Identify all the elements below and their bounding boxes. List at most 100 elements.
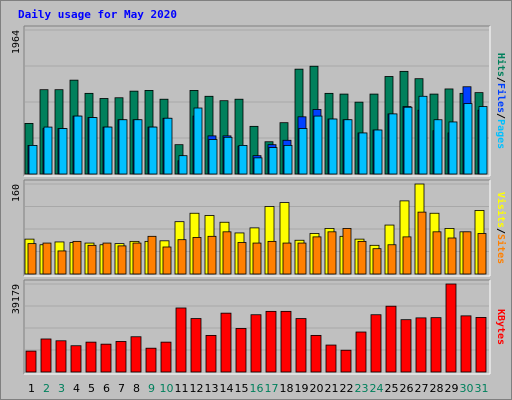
- x-tick-label: 8: [133, 382, 140, 395]
- bar-pages-day-28: [433, 119, 443, 175]
- bar-pages-day-15: [238, 145, 248, 175]
- x-tick-label: 26: [400, 382, 414, 395]
- bar-kbytes-day-6: [100, 343, 112, 373]
- y-max-label: 160: [11, 184, 22, 202]
- bar-pages-day-5: [88, 117, 98, 175]
- x-tick-label: 23: [355, 382, 369, 395]
- bar-kbytes-day-19: [295, 318, 307, 373]
- x-tick-label: 13: [205, 382, 219, 395]
- bar-kbytes-day-16: [250, 314, 262, 373]
- bar-kbytes-day-8: [130, 336, 142, 373]
- bar-sites-day-23: [357, 240, 367, 275]
- x-tick-label: 3: [58, 382, 65, 395]
- bar-kbytes-day-15: [235, 328, 247, 373]
- bar-sites-day-5: [87, 244, 97, 275]
- bar-pages-day-17: [268, 147, 278, 175]
- label-hits-files-pages-part: Pages: [495, 119, 506, 149]
- bar-pages-day-6: [103, 126, 113, 175]
- bar-pages-day-22: [343, 119, 353, 175]
- chart-title: Daily usage for May 2020: [18, 8, 177, 21]
- x-tick-label: 16: [250, 382, 264, 395]
- label-visits-sites-part: /: [495, 228, 506, 234]
- y-max-label: 39179: [11, 284, 22, 314]
- bar-pages-day-21: [328, 118, 338, 175]
- bar-pages-day-20: [313, 115, 323, 175]
- bar-pages-day-8: [133, 119, 143, 175]
- x-tick-label: 4: [73, 382, 80, 395]
- x-tick-label: 9: [148, 382, 155, 395]
- label-hits-files-pages-part: /: [495, 113, 506, 119]
- bar-pages-day-25: [388, 113, 398, 175]
- bar-kbytes-day-20: [310, 334, 322, 373]
- y-max-label: 1964: [11, 30, 22, 54]
- bar-pages-day-14: [223, 136, 233, 175]
- bar-kbytes-day-7: [115, 341, 127, 373]
- bar-pages-day-31: [478, 106, 488, 175]
- bar-sites-day-27: [417, 211, 427, 275]
- label-visits-sites-part: Sites: [495, 234, 507, 264]
- bar-pages-day-7: [118, 119, 128, 175]
- bar-pages-day-26: [403, 106, 413, 175]
- bar-sites-day-31: [477, 233, 487, 275]
- label-hits-files-pages-part: Files: [495, 83, 507, 113]
- bar-sites-day-1: [27, 243, 37, 275]
- bar-pages-day-13: [208, 139, 218, 175]
- bar-pages-day-23: [358, 132, 368, 175]
- x-tick-label: 19: [295, 382, 309, 395]
- bar-sites-day-25: [387, 244, 397, 275]
- bar-kbytes-day-14: [220, 312, 232, 373]
- bar-kbytes-day-23: [355, 331, 367, 373]
- bar-kbytes-day-22: [340, 349, 352, 373]
- bar-sites-day-4: [72, 240, 82, 275]
- bar-pages-day-11: [178, 155, 188, 175]
- x-tick-label: 31: [475, 382, 489, 395]
- bar-sites-day-17: [267, 240, 277, 275]
- bar-sites-day-29: [447, 237, 457, 275]
- x-tick-label: 27: [415, 382, 429, 395]
- bar-pages-day-9: [148, 126, 158, 175]
- bar-kbytes-day-28: [430, 317, 442, 373]
- bar-kbytes-day-26: [400, 319, 412, 373]
- label-visits-sites-part: Visits: [495, 192, 507, 228]
- bar-pages-day-29: [448, 121, 458, 175]
- bar-pages-day-10: [163, 117, 173, 175]
- bar-kbytes-day-17: [265, 310, 277, 373]
- bar-kbytes-day-13: [205, 334, 217, 373]
- bar-pages-day-4: [73, 115, 83, 175]
- x-tick-label: 2: [43, 382, 50, 395]
- label-hits-files-pages: Hits/Files/Pages: [495, 53, 507, 149]
- x-tick-label: 20: [310, 382, 324, 395]
- label-kbytes: KBytes: [495, 309, 506, 345]
- bar-pages-day-27: [418, 95, 428, 175]
- bar-pages-day-16: [253, 157, 263, 175]
- x-tick-label: 15: [235, 382, 249, 395]
- label-hits-files-pages-part: /: [495, 77, 506, 83]
- bar-kbytes-day-27: [415, 317, 427, 373]
- bar-sites-day-19: [297, 242, 307, 275]
- bar-sites-day-9: [147, 235, 157, 275]
- bar-sites-day-14: [222, 231, 232, 275]
- bar-kbytes-day-31: [475, 317, 487, 373]
- bar-sites-day-10: [162, 246, 172, 275]
- bar-sites-day-3: [57, 250, 67, 275]
- bar-sites-day-15: [237, 242, 247, 275]
- x-tick-label: 24: [370, 382, 384, 395]
- x-tick-label: 30: [460, 382, 474, 395]
- bar-sites-day-20: [312, 236, 322, 275]
- x-tick-label: 28: [430, 382, 444, 395]
- bar-kbytes-day-18: [280, 310, 292, 373]
- bar-pages-day-19: [298, 128, 308, 175]
- bar-kbytes-day-2: [40, 338, 52, 373]
- bar-sites-day-16: [252, 242, 262, 275]
- bar-kbytes-day-4: [70, 345, 82, 373]
- bar-sites-day-22: [342, 228, 352, 275]
- bar-kbytes-day-12: [190, 318, 202, 373]
- x-tick-label: 18: [280, 382, 294, 395]
- bar-sites-day-18: [282, 242, 292, 275]
- bar-sites-day-6: [102, 242, 112, 275]
- bar-kbytes-day-11: [175, 307, 187, 373]
- bar-sites-day-7: [117, 245, 127, 275]
- bar-pages-day-3: [58, 128, 68, 175]
- x-tick-label: 5: [88, 382, 95, 395]
- bar-kbytes-day-9: [145, 347, 157, 373]
